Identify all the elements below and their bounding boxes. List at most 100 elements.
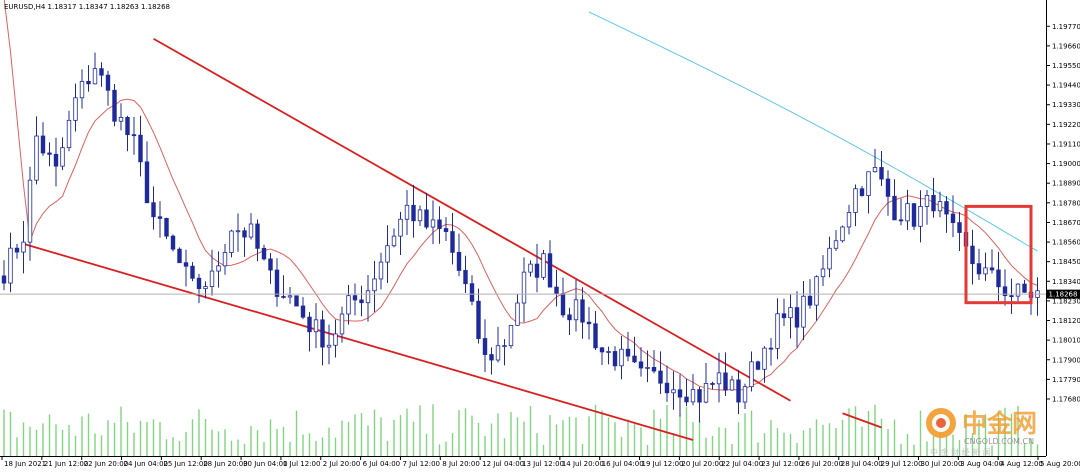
candle-body [801,295,806,328]
candle-body [560,293,566,316]
candle-body [586,321,592,325]
candle-body [762,347,767,370]
candle-body [424,209,429,228]
y-tick-label: 1.19660 [1052,42,1080,50]
x-tick-label: 7 Jul 12:00 [402,460,440,468]
candle-body [638,361,644,369]
candle-body [1015,283,1021,297]
candle-body [216,265,221,272]
slow-ma-line [588,11,1038,252]
candle-body [898,219,904,222]
candle-body [8,247,13,284]
candle-body [222,252,228,267]
fast-ma-line [3,0,1038,391]
candle-body [235,230,241,233]
x-tick-label: 4 Aug 12:00 [1000,460,1043,468]
candle-body [255,223,260,249]
candle-body [183,262,189,267]
candle-body [209,270,215,287]
candle-body [164,218,169,237]
y-tick-label: 1.18890 [1052,180,1080,188]
candle-body [872,167,878,173]
highlight-box [964,204,1033,305]
candle-body [261,247,267,260]
candle-body [300,305,306,318]
candle-body [391,235,397,247]
y-tick-label: 1.18120 [1052,317,1080,325]
candle-body [131,134,137,137]
candle-body [677,389,683,398]
candle-body [729,379,735,391]
candle-body [482,338,488,355]
candle-body [1009,295,1014,298]
candle-body [1,275,7,284]
candle-body [1002,286,1008,297]
candle-body [515,302,520,326]
candle-body [339,313,345,335]
watermark-site: CNGOLD.COM.CN [964,437,1034,446]
candle-body [157,216,163,219]
candle-body [697,389,702,403]
candle-body [313,319,319,333]
candle-body [788,307,793,319]
candle-body [463,270,468,285]
x-tick-label: 20 Jul 20:00 [681,460,723,468]
candle-body [736,379,741,403]
candle-body [567,314,572,321]
x-tick-label: 12 Jul 04:00 [482,460,524,468]
candle-body [248,223,254,238]
candle-body [437,219,442,229]
candle-body [554,286,559,295]
x-tick-label: 2 Jul 20:00 [323,460,361,468]
x-tick-label: 18 Jun 2021 [4,460,46,468]
candle-body [170,235,176,250]
candle-body [326,344,332,348]
candle-body [352,295,358,301]
candle-body [781,313,787,319]
x-tick-label: 28 Jun 20:00 [203,460,247,468]
y-tick-label: 1.17790 [1052,376,1080,384]
symbol-info: EURUSD,H4 1.18317 1.18347 1.18263 1.1826… [4,3,170,11]
trendline [23,242,694,441]
candle-body [443,228,449,232]
y-tick-label: 1.18560 [1052,239,1080,247]
x-tick-label: 8 Jul 20:00 [442,460,480,468]
candle-body [775,313,780,349]
x-tick-label: 21 Jun 12:00 [44,460,88,468]
current-price-tag: 1.18268 [1046,289,1080,299]
trendline-continuation [842,412,882,429]
candle-body [21,241,26,253]
candle-body [365,290,371,304]
candle-body [229,230,234,253]
candle-body [905,203,910,222]
candle-body [417,209,423,222]
candle-body [690,389,696,403]
candlesticks [1,52,1040,423]
y-tick-label: 1.19220 [1052,121,1080,129]
candle-body [749,361,754,388]
x-tick-label: 28 Jul 04:00 [841,460,883,468]
candle-body [398,218,403,237]
y-tick-label: 1.19440 [1052,82,1080,90]
candle-body [580,299,585,323]
candle-body [723,372,728,391]
candle-body [866,171,871,196]
candle-body [528,263,533,273]
candle-body [820,268,826,278]
candle-body [703,383,709,403]
candle-body [534,263,540,278]
candle-body [612,351,618,367]
candle-body [625,348,631,357]
candle-body [385,245,390,263]
candle-body [632,355,637,363]
y-tick-label: 1.18670 [1052,219,1080,227]
x-tick-label: 1 Jul 12:00 [283,460,321,468]
candle-body [307,316,312,333]
candle-body [404,204,410,220]
candle-body [853,188,858,213]
candle-body [66,119,72,149]
candle-body [144,161,150,204]
watermark: 中金网 CNGOLD.COM.CN 中 金 财 经 新 闻 [926,408,1037,457]
x-tick-label: 30 Jun 04:00 [243,460,287,468]
x-tick-label: 5 Aug 20:00 [1040,460,1080,468]
